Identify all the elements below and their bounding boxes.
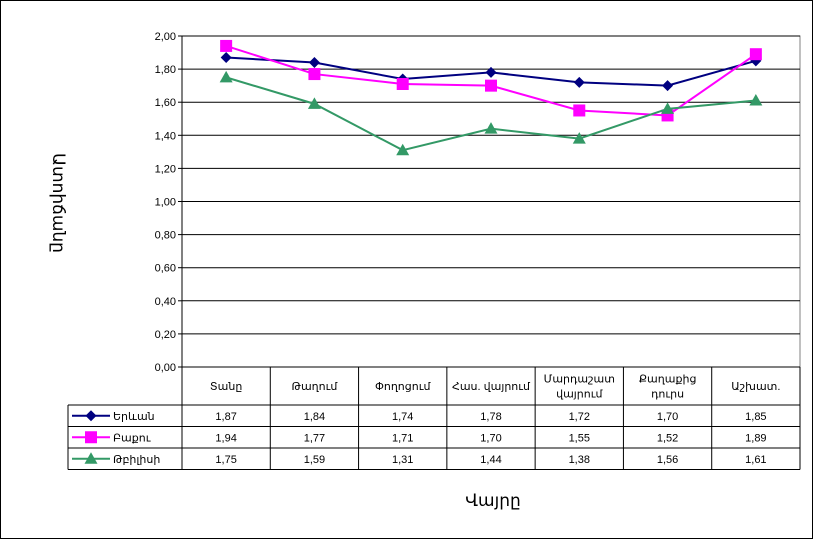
table-cell-value: 1,55 bbox=[569, 432, 590, 444]
table-cell-value: 1,70 bbox=[657, 411, 678, 423]
y-tick-label: 1,20 bbox=[155, 163, 176, 175]
square-marker bbox=[308, 68, 321, 81]
table-cell-value: 1,56 bbox=[657, 454, 678, 466]
triangle-marker bbox=[307, 97, 321, 109]
triangle-marker bbox=[749, 94, 763, 106]
y-tick-label: 1,00 bbox=[155, 197, 176, 209]
table-cell-value: 1,78 bbox=[480, 411, 501, 423]
triangle-marker bbox=[219, 70, 233, 83]
legend-label: Թբիլիսի bbox=[113, 454, 160, 466]
table-cell-value: 1,94 bbox=[215, 432, 236, 444]
square-marker bbox=[749, 48, 762, 61]
table-cell-value: 1,44 bbox=[480, 454, 501, 466]
diamond-marker bbox=[220, 52, 232, 64]
y-tick-label: 0,60 bbox=[155, 263, 176, 275]
y-tick-label: 0,00 bbox=[155, 362, 176, 374]
table-cell-value: 1,61 bbox=[745, 454, 766, 466]
diamond-marker bbox=[485, 66, 497, 78]
table-cell-value: 1,74 bbox=[392, 411, 413, 423]
table-cell-value: 1,85 bbox=[745, 411, 766, 423]
square-marker bbox=[396, 77, 409, 90]
triangle-marker bbox=[484, 122, 498, 134]
y-axis-title: Ատոիճանը bbox=[49, 153, 68, 253]
y-tick-label: 0,80 bbox=[155, 230, 176, 242]
x-category-label: Աշխատ. bbox=[731, 381, 780, 393]
legend-label: Բաքու bbox=[113, 432, 151, 444]
square-marker bbox=[485, 79, 497, 92]
diamond-marker bbox=[662, 80, 674, 92]
triangle-marker bbox=[396, 143, 410, 156]
triangle-marker bbox=[572, 132, 586, 144]
table-cell-value: 1,77 bbox=[304, 432, 325, 444]
diamond-marker bbox=[308, 56, 320, 68]
table-cell-value: 1,31 bbox=[392, 454, 413, 466]
y-tick-label: 1,40 bbox=[155, 130, 176, 142]
table-cell-value: 1,89 bbox=[745, 432, 766, 444]
table-cell-value: 1,87 bbox=[215, 411, 236, 423]
data-table: Տանը Թաղում Փողոցում Հաս. վայրում Մարդաշատ վա… bbox=[67, 366, 801, 470]
square-marker bbox=[220, 39, 233, 52]
y-tick-label: 1,60 bbox=[155, 97, 176, 109]
table-cell-value: 1,59 bbox=[304, 454, 325, 466]
table-cell-value: 1,84 bbox=[304, 411, 325, 423]
table-cell-value: 1,70 bbox=[480, 432, 501, 444]
x-axis-title: Վայրը bbox=[465, 491, 521, 510]
y-tick-label: 0,20 bbox=[155, 329, 176, 341]
table-cell-value: 1,72 bbox=[569, 411, 590, 423]
x-category-label: Թաղում bbox=[291, 381, 338, 393]
square-marker bbox=[85, 431, 97, 444]
y-tick-label: 0,40 bbox=[155, 296, 176, 308]
x-category-label: Տանը bbox=[210, 381, 242, 393]
x-category-label: Մարդաշատ bbox=[544, 374, 615, 386]
x-category-label: դուրս bbox=[651, 389, 684, 401]
x-category-label: Հաս. վայրում bbox=[452, 381, 531, 393]
x-category-label: Փողոցում bbox=[375, 381, 432, 393]
table-cell-value: 1,52 bbox=[657, 432, 678, 444]
x-category-label: վայրում bbox=[556, 389, 603, 401]
y-tick-label: 2,00 bbox=[155, 31, 176, 43]
table-cell-value: 1,38 bbox=[569, 454, 590, 466]
y-axis: 0,00 0,20 0,40 0,60 0,80 1,00 1,20 1,40 1,60 1,80… bbox=[155, 31, 183, 374]
x-category-label: Քաղաքից bbox=[639, 374, 697, 386]
diamond-marker bbox=[573, 76, 585, 88]
plot-series bbox=[219, 39, 763, 156]
diamond-marker bbox=[85, 410, 97, 422]
triangle-marker bbox=[661, 102, 675, 114]
table-cell-value: 1,71 bbox=[392, 432, 413, 444]
triangle-marker bbox=[84, 452, 98, 464]
y-tick-label: 1,80 bbox=[155, 64, 176, 76]
table-cell-value: 1,75 bbox=[215, 454, 236, 466]
legend-label: Երևան bbox=[113, 411, 155, 423]
square-marker bbox=[573, 104, 586, 117]
